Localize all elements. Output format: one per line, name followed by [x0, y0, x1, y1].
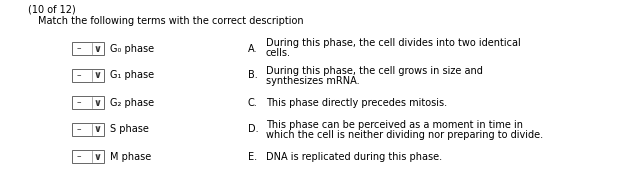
- Text: C.: C.: [248, 98, 258, 107]
- Text: –: –: [77, 98, 81, 107]
- FancyBboxPatch shape: [72, 123, 104, 136]
- Text: E.: E.: [248, 152, 257, 162]
- Text: D.: D.: [248, 125, 258, 134]
- Text: During this phase, the cell divides into two identical: During this phase, the cell divides into…: [266, 39, 521, 48]
- Text: ∨: ∨: [94, 152, 102, 162]
- Text: cells.: cells.: [266, 48, 291, 58]
- Text: ∨: ∨: [94, 125, 102, 134]
- FancyBboxPatch shape: [72, 96, 104, 109]
- Text: B.: B.: [248, 71, 258, 80]
- Text: –: –: [77, 152, 81, 161]
- Text: ∨: ∨: [94, 98, 102, 107]
- FancyBboxPatch shape: [72, 42, 104, 55]
- Text: G₁ phase: G₁ phase: [110, 71, 154, 80]
- Text: which the cell is neither dividing nor preparing to divide.: which the cell is neither dividing nor p…: [266, 130, 543, 139]
- Text: Match the following terms with the correct description: Match the following terms with the corre…: [38, 16, 304, 26]
- Text: DNA is replicated during this phase.: DNA is replicated during this phase.: [266, 152, 442, 162]
- Text: M phase: M phase: [110, 152, 151, 162]
- Text: –: –: [77, 125, 81, 134]
- Text: This phase directly precedes mitosis.: This phase directly precedes mitosis.: [266, 98, 447, 107]
- Text: A.: A.: [248, 43, 258, 53]
- Text: ∨: ∨: [94, 71, 102, 80]
- Text: –: –: [77, 71, 81, 80]
- Text: synthesizes mRNA.: synthesizes mRNA.: [266, 75, 359, 85]
- FancyBboxPatch shape: [72, 69, 104, 82]
- Text: ∨: ∨: [94, 43, 102, 53]
- FancyBboxPatch shape: [72, 150, 104, 163]
- Text: During this phase, the cell grows in size and: During this phase, the cell grows in siz…: [266, 66, 483, 75]
- Text: –: –: [77, 44, 81, 53]
- Text: (10 of 12): (10 of 12): [28, 4, 76, 14]
- Text: S phase: S phase: [110, 125, 149, 134]
- Text: This phase can be perceived as a moment in time in: This phase can be perceived as a moment …: [266, 120, 523, 130]
- Text: G₀ phase: G₀ phase: [110, 43, 154, 53]
- Text: G₂ phase: G₂ phase: [110, 98, 154, 107]
